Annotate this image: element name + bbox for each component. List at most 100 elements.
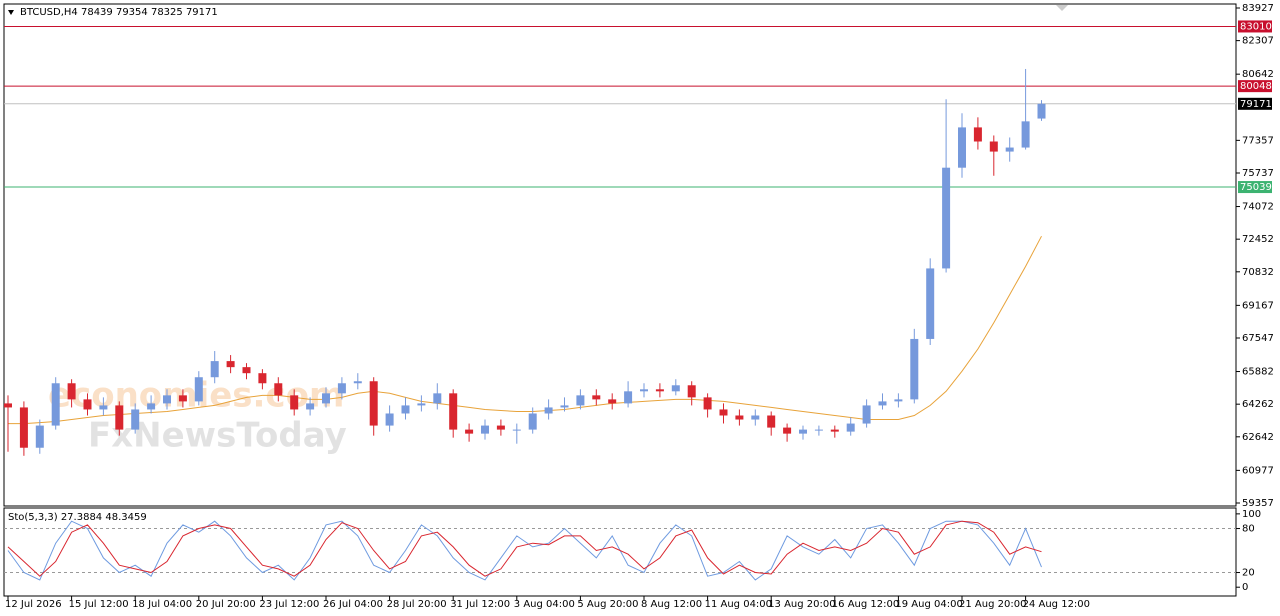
- y-tick-label: 59357: [1242, 498, 1274, 509]
- osc-tick-label: 20: [1242, 568, 1255, 579]
- candle-body: [51, 383, 60, 426]
- candle-body: [242, 367, 251, 374]
- candle-body: [703, 397, 712, 410]
- x-tick-label: 23 Jul 12:00: [259, 599, 319, 610]
- candle-body: [735, 415, 744, 420]
- candle-body: [258, 373, 267, 384]
- menu-arrow: [8, 10, 14, 15]
- candle-body: [67, 383, 76, 400]
- osc-line: [7, 520, 1042, 581]
- candle-body: [846, 423, 855, 432]
- candle-body: [433, 393, 442, 404]
- candle-body: [814, 429, 823, 431]
- y-tick-label: 77357: [1242, 135, 1274, 146]
- candle-body: [767, 415, 776, 428]
- x-tick-label: 21 Aug 20:00: [959, 599, 1026, 610]
- candle-body: [926, 268, 935, 339]
- y-tick-label: 67547: [1242, 333, 1274, 344]
- candle-body: [337, 383, 346, 394]
- candle-body: [512, 429, 521, 431]
- candle-body: [306, 403, 315, 410]
- osc-tick-label: 100: [1242, 509, 1261, 520]
- candle-body: [1005, 147, 1014, 152]
- candle-body: [178, 395, 187, 402]
- level-tag: [1238, 181, 1272, 194]
- y-tick-label: 72452: [1242, 234, 1274, 245]
- candle-body: [799, 429, 807, 434]
- x-tick-label: 15 Jul 12:00: [69, 599, 129, 610]
- candle-body: [544, 407, 553, 414]
- candle-body: [481, 425, 489, 434]
- x-tick-label: 19 Aug 04:00: [895, 599, 962, 610]
- candle-body: [210, 361, 219, 378]
- oscillator-title: Sto(5,3,3) 27.3884 48.3459: [8, 512, 147, 523]
- candle-body: [322, 393, 330, 404]
- y-tick-label: 82307: [1242, 36, 1274, 47]
- x-tick-label: 11 Aug 04:00: [705, 599, 772, 610]
- x-tick-label: 18 Jul 04:00: [132, 599, 192, 610]
- x-tick-label: 5 Aug 20:00: [577, 599, 638, 610]
- y-tick-label: 64262: [1242, 399, 1274, 410]
- candle-body: [528, 413, 537, 430]
- y-tick-label: 70832: [1242, 267, 1274, 278]
- candle-body: [83, 399, 92, 410]
- candle-body: [496, 425, 505, 430]
- candle-body: [942, 167, 951, 269]
- candle-body: [274, 383, 283, 396]
- candle-body: [687, 385, 696, 398]
- level-tag: [1238, 97, 1272, 110]
- candle-body: [751, 415, 760, 420]
- osc-tick-label: 0: [1242, 582, 1248, 593]
- candle-body: [719, 409, 728, 416]
- candle-body: [1037, 103, 1046, 119]
- candle-body: [1021, 121, 1030, 148]
- x-tick-label: 16 Aug 12:00: [832, 599, 899, 610]
- candle-body: [592, 395, 601, 400]
- candle-body: [958, 127, 966, 168]
- candle-body: [894, 399, 903, 402]
- candle-body: [878, 401, 887, 406]
- x-tick-label: 8 Aug 12:00: [641, 599, 702, 610]
- candle-body: [417, 403, 426, 406]
- x-tick-label: 12 Jul 2026: [5, 599, 62, 610]
- x-tick-label: 3 Aug 04:00: [514, 599, 575, 610]
- candle-body: [19, 407, 28, 448]
- candle-body: [147, 403, 156, 410]
- candle-body: [401, 405, 410, 414]
- osc-tick-label: 80: [1242, 524, 1255, 535]
- candle-body: [369, 381, 378, 426]
- candle-body: [910, 338, 919, 400]
- candle-body: [131, 409, 140, 430]
- y-tick-label: 60977: [1242, 465, 1274, 476]
- x-tick-label: 20 Jul 20:00: [196, 599, 256, 610]
- candle-body: [163, 395, 171, 404]
- y-tick-label: 80642: [1242, 69, 1274, 80]
- osc-line: [7, 520, 1042, 577]
- level-label: 80048: [1240, 81, 1272, 92]
- x-tick-label: 26 Jul 04:00: [323, 599, 383, 610]
- level-tag: [1238, 20, 1272, 33]
- candle-body: [830, 429, 839, 432]
- x-tick-label: 13 Aug 20:00: [768, 599, 835, 610]
- x-tick-label: 24 Aug 12:00: [1023, 599, 1090, 610]
- candle-body: [465, 429, 474, 434]
- scroll-marker: [1056, 5, 1068, 11]
- candle-body: [671, 385, 680, 392]
- y-tick-label: 83927: [1242, 3, 1274, 14]
- candle-body: [194, 377, 203, 402]
- candle-body: [576, 395, 585, 406]
- candle-body: [353, 381, 362, 384]
- symbol-title: BTCUSD,H4 78439 79354 78325 79171: [20, 7, 218, 18]
- candle-body: [226, 361, 235, 368]
- candle-body: [99, 405, 108, 410]
- level-tag: [1238, 80, 1272, 93]
- y-tick-label: 65882: [1242, 367, 1274, 378]
- candle-body: [4, 403, 12, 408]
- candle-body: [973, 127, 982, 142]
- oscillator-panel: [3, 507, 1237, 597]
- watermark: FxNewsToday: [88, 416, 347, 456]
- price-panel: [3, 3, 1237, 507]
- candle-body: [560, 405, 569, 408]
- candle-body: [35, 425, 44, 448]
